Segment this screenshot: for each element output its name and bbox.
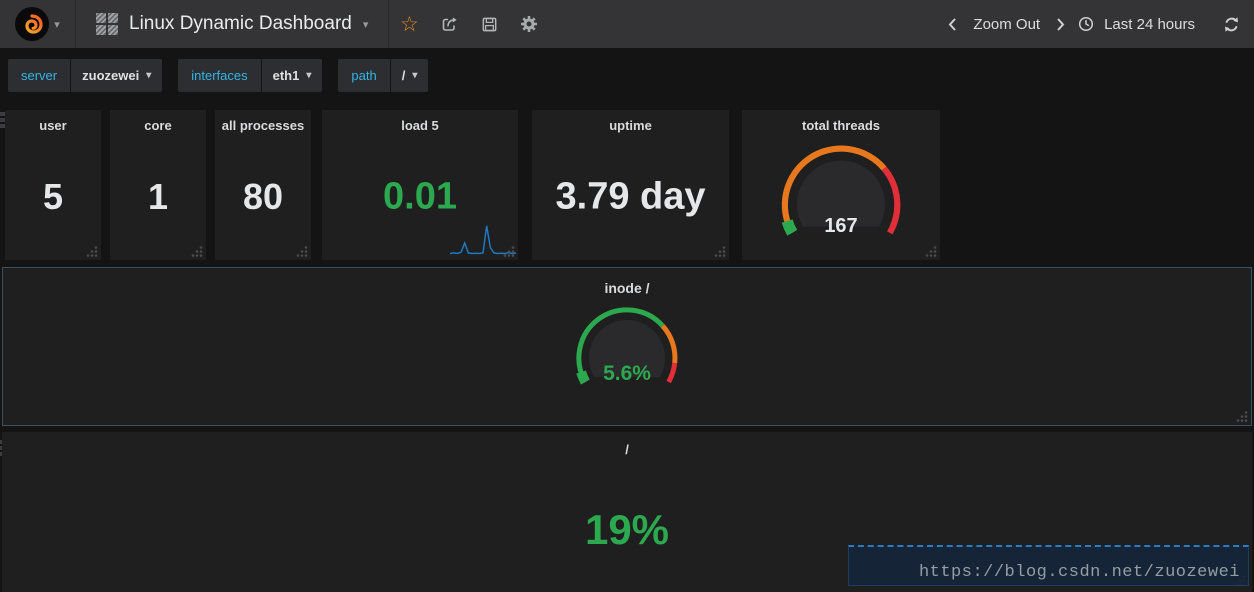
variable-interfaces-label: interfaces bbox=[178, 58, 261, 92]
template-variables-row: server zuozewei ▾ interfaces eth1 ▾ path… bbox=[0, 48, 1254, 102]
share-dashboard-button[interactable] bbox=[429, 0, 469, 48]
clock-icon bbox=[1079, 16, 1094, 32]
refresh-button[interactable] bbox=[1223, 16, 1240, 33]
resize-handle-icon[interactable] bbox=[1236, 410, 1248, 422]
gauge-chart bbox=[781, 145, 901, 236]
gauge-chart bbox=[576, 307, 678, 385]
panel-title: core bbox=[144, 118, 172, 133]
panel-inode[interactable]: inode / 5.6% bbox=[2, 267, 1252, 426]
grafana-logo-icon bbox=[15, 7, 50, 41]
variable-server: server zuozewei ▾ bbox=[8, 58, 163, 92]
zoom-out-button[interactable]: Zoom Out bbox=[973, 15, 1041, 33]
time-range-label: Last 24 hours bbox=[1104, 15, 1195, 33]
save-icon bbox=[482, 17, 497, 31]
variable-path: path / ▾ bbox=[338, 58, 429, 92]
stat-value: 19% bbox=[584, 506, 670, 553]
save-dashboard-button[interactable] bbox=[469, 0, 509, 48]
panel-title: all processes bbox=[221, 118, 305, 133]
variable-interfaces: interfaces eth1 ▾ bbox=[178, 58, 323, 92]
stat-value: 0.01 bbox=[383, 175, 457, 218]
caret-down-icon: ▾ bbox=[362, 18, 369, 31]
variable-server-label: server bbox=[8, 58, 71, 92]
caret-down-icon: ▾ bbox=[54, 18, 60, 31]
resize-handle-icon[interactable] bbox=[191, 245, 203, 257]
panel-title: total threads bbox=[801, 118, 880, 133]
dashboard-grid-icon bbox=[96, 13, 118, 35]
star-dashboard-button[interactable]: ☆ bbox=[389, 0, 429, 48]
top-navbar: ▾ Linux Dynamic Dashboard ▾ ☆ bbox=[0, 0, 1254, 48]
panel-title: uptime bbox=[609, 118, 652, 133]
load5-sparkline-line bbox=[450, 225, 516, 255]
dashboard-settings-button[interactable] bbox=[509, 0, 549, 48]
navbar-actions: ☆ bbox=[389, 0, 549, 48]
resize-handle-icon[interactable] bbox=[86, 245, 98, 257]
dashboard-grid: user 5 core 1 all processes 80 load 5 0.… bbox=[0, 102, 1254, 592]
panel-user[interactable]: user 5 bbox=[5, 110, 101, 260]
grafana-menu-button[interactable]: ▾ bbox=[0, 0, 76, 48]
watermark-url: https://blog.csdn.net/zuozewei bbox=[918, 563, 1240, 582]
stat-value: 1 bbox=[147, 176, 169, 217]
variable-interfaces-dropdown[interactable]: eth1 ▾ bbox=[261, 58, 323, 92]
variable-server-dropdown[interactable]: zuozewei ▾ bbox=[71, 58, 163, 92]
variable-path-label: path bbox=[338, 58, 390, 92]
stat-value: 80 bbox=[242, 176, 284, 217]
refresh-icon bbox=[1225, 16, 1238, 32]
panel-load5[interactable]: load 5 0.01 bbox=[322, 110, 518, 260]
time-shift-back-button[interactable] bbox=[941, 17, 963, 32]
share-icon bbox=[442, 17, 457, 31]
panel-title: inode / bbox=[604, 280, 650, 296]
navbar-divider bbox=[388, 0, 390, 48]
resize-handle-icon[interactable] bbox=[714, 245, 726, 257]
stat-value: 5 bbox=[42, 176, 64, 217]
time-shift-forward-button[interactable] bbox=[1050, 17, 1072, 32]
gear-icon bbox=[521, 16, 538, 32]
resize-handle-icon[interactable] bbox=[503, 245, 515, 257]
panel-title: / bbox=[625, 442, 629, 457]
caret-down-icon: ▾ bbox=[146, 69, 152, 81]
panel-title: user bbox=[39, 118, 67, 133]
sparkline-chart bbox=[450, 225, 516, 255]
resize-handle-icon[interactable] bbox=[296, 245, 308, 257]
panel-all-processes[interactable]: all processes 80 bbox=[215, 110, 311, 260]
panel-total-threads[interactable]: total threads 167 bbox=[742, 110, 940, 260]
caret-down-icon: ▾ bbox=[412, 69, 418, 81]
panel-uptime[interactable]: uptime 3.79 day bbox=[532, 110, 729, 260]
star-icon: ☆ bbox=[399, 12, 419, 36]
chevron-left-icon bbox=[949, 17, 957, 31]
row-drag-handle[interactable] bbox=[0, 112, 5, 130]
panel-title: load 5 bbox=[401, 118, 439, 133]
gauge-value: 5.6% bbox=[603, 362, 651, 385]
time-controls: Zoom Out Last 24 hours bbox=[941, 16, 1254, 33]
gauge-value: 167 bbox=[824, 215, 858, 237]
stat-value: 3.79 day bbox=[555, 175, 706, 218]
panel-core[interactable]: core 1 bbox=[110, 110, 206, 260]
csdn-watermark: https://blog.csdn.net/zuozewei bbox=[848, 545, 1249, 586]
time-range-picker[interactable]: Last 24 hours bbox=[1078, 16, 1199, 33]
variable-path-dropdown[interactable]: / ▾ bbox=[390, 58, 429, 92]
dashboard-title-picker[interactable]: Linux Dynamic Dashboard ▾ bbox=[76, 0, 388, 48]
dashboard-title: Linux Dynamic Dashboard bbox=[129, 13, 352, 34]
resize-handle-icon[interactable] bbox=[925, 245, 937, 257]
caret-down-icon: ▾ bbox=[306, 69, 312, 81]
chevron-right-icon bbox=[1057, 17, 1065, 31]
